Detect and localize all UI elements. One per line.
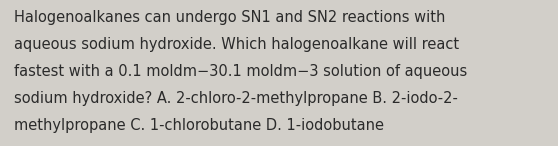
- Text: Halogenoalkanes can undergo SN1 and SN2 reactions with: Halogenoalkanes can undergo SN1 and SN2 …: [14, 10, 445, 25]
- Text: fastest with a 0.1 moldm−30.1 moldm−3 solution of aqueous: fastest with a 0.1 moldm−30.1 moldm−3 so…: [14, 64, 467, 79]
- Text: aqueous sodium hydroxide. Which halogenoalkane will react: aqueous sodium hydroxide. Which halogeno…: [14, 37, 459, 52]
- Text: sodium hydroxide? A. 2-chloro-2-methylpropane B. 2-iodo-2-: sodium hydroxide? A. 2-chloro-2-methylpr…: [14, 91, 458, 106]
- Text: methylpropane C. 1-chlorobutane D. 1-iodobutane: methylpropane C. 1-chlorobutane D. 1-iod…: [14, 118, 384, 133]
